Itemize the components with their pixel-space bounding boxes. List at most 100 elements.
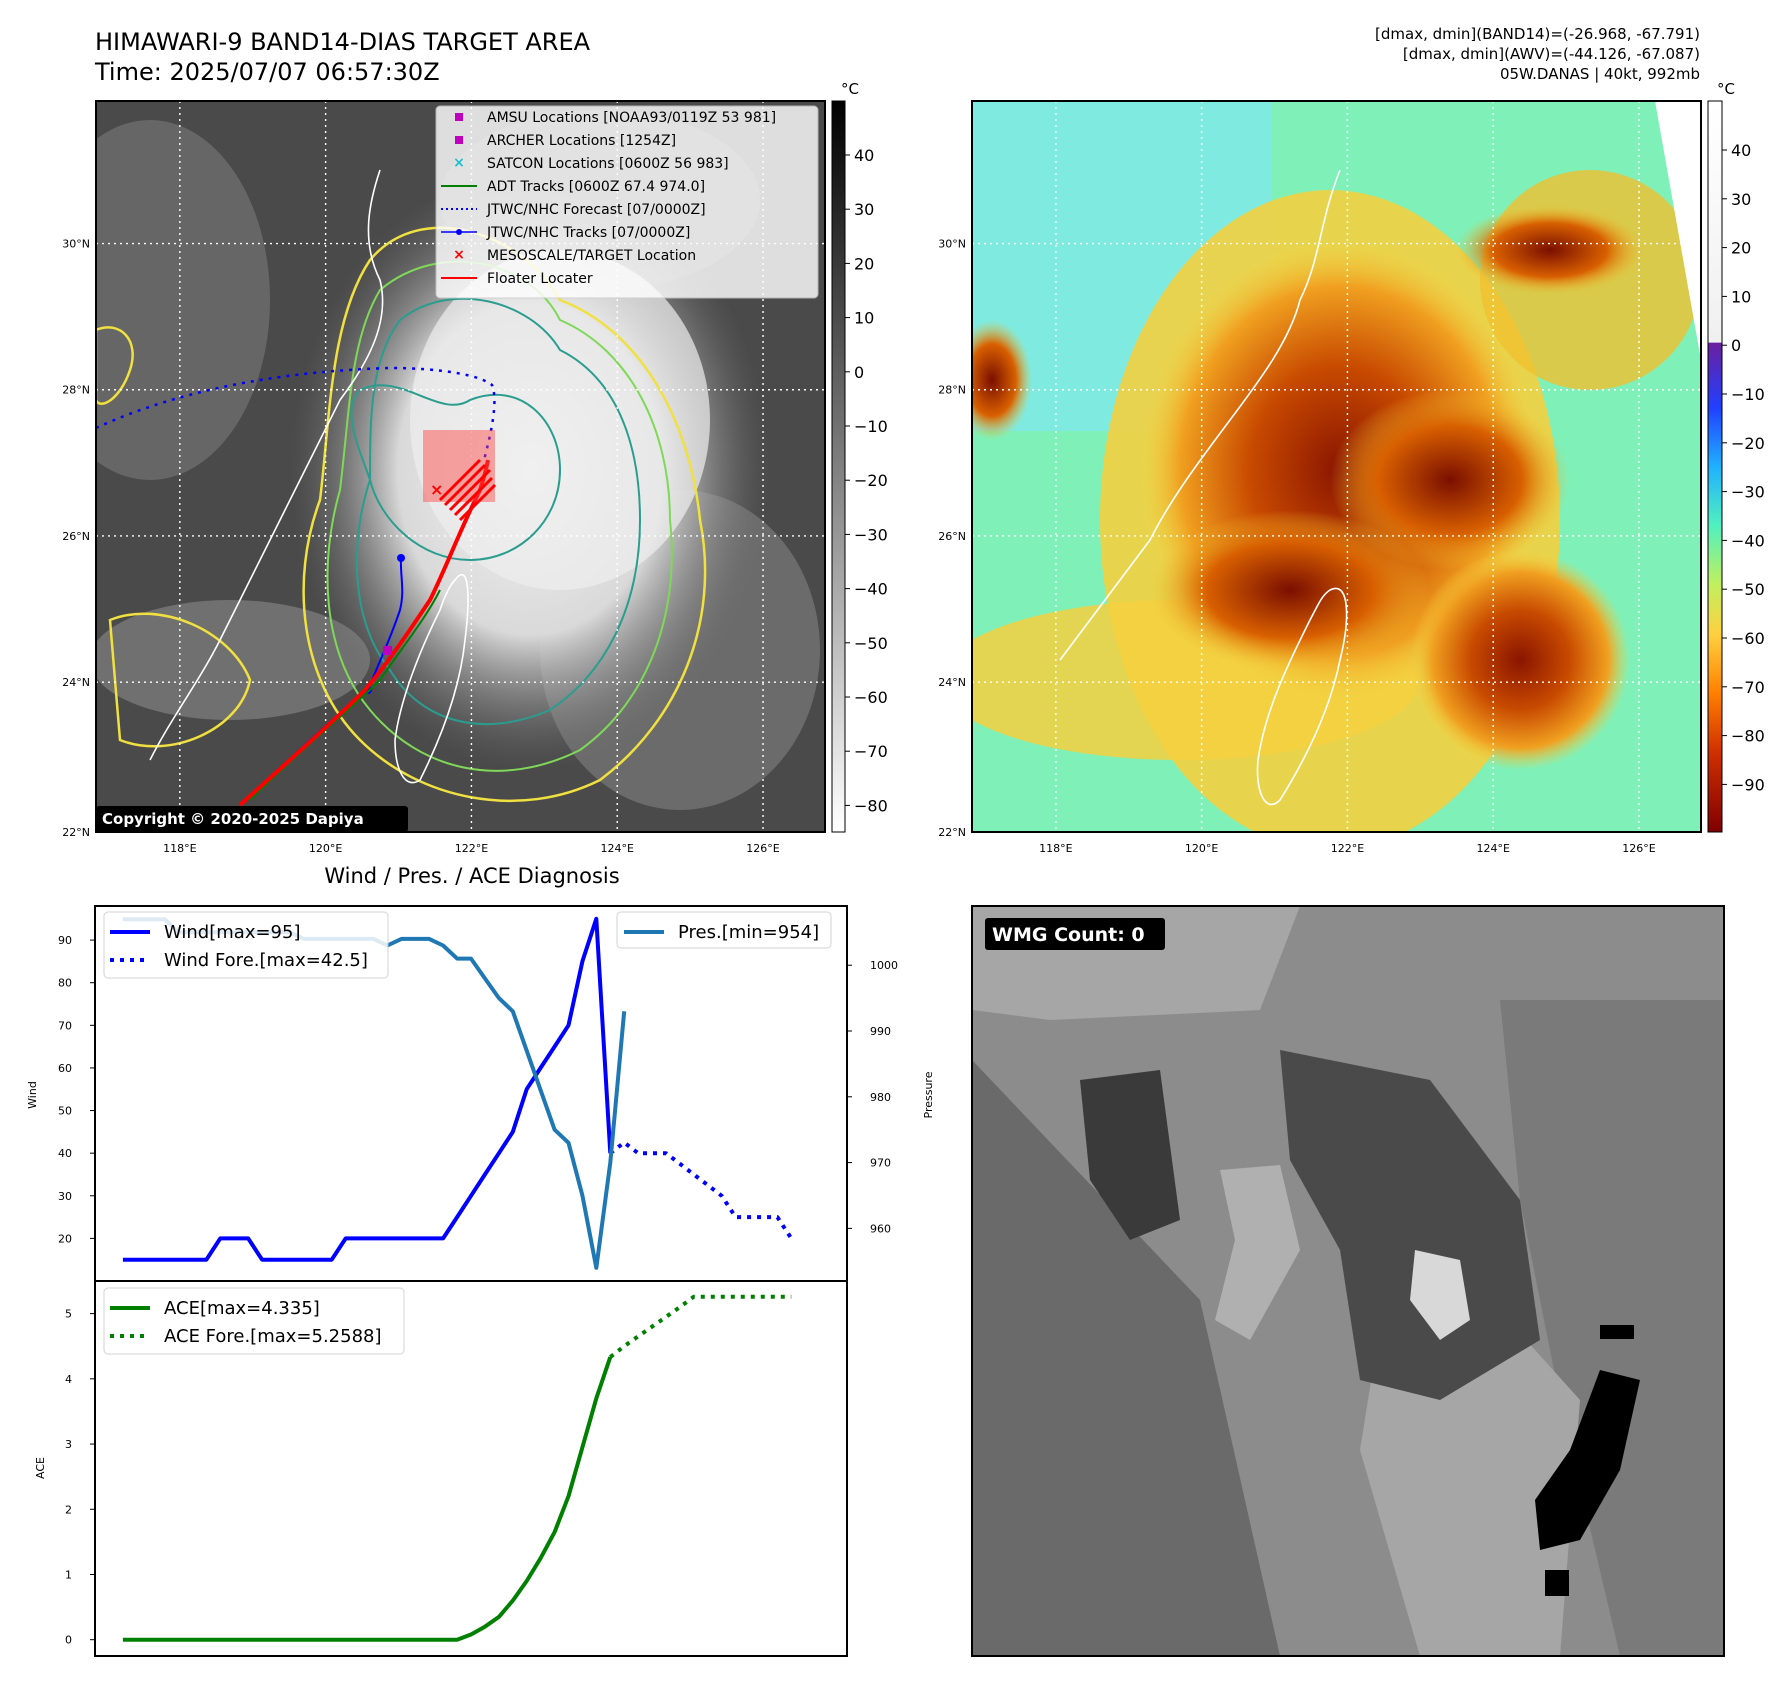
ir-contour-yellow (302, 226, 707, 803)
y-tick-label: 90 (58, 934, 72, 947)
y-tick-label: 5 (65, 1308, 72, 1321)
ir-satellite-map: × 30°N 28°N 26°N 24°N 22°N 118°E 120°E 122°E 12… (62, 80, 888, 855)
ir-cb-ticks-label: 20 (854, 254, 874, 273)
target-location-x: × (430, 480, 443, 499)
legend-label: Wind[max=95] (164, 922, 301, 943)
ir-cb-ticks-label: −40 (854, 580, 888, 599)
ir-cb-ticks-label: −60 (854, 688, 888, 707)
y-tick-label: 30 (58, 1190, 72, 1203)
ir-cb-ticks-label: 0 (854, 363, 864, 382)
ir-coastline (149, 169, 384, 761)
awv-cb-ticks-label: 40 (1731, 141, 1751, 160)
awv-cb-ticks-label: −50 (1731, 580, 1765, 599)
y-tick-label: 60 (58, 1062, 72, 1075)
legend-marker-dot (456, 229, 462, 235)
legend-box (435, 105, 819, 299)
ir-lat-label: 26°N (62, 530, 90, 543)
ir-contour-yellow (108, 612, 252, 748)
awv-lon-label: 118°E (1039, 842, 1072, 855)
ir-lat-label: 24°N (62, 676, 90, 689)
ir-lon-label: 122°E (455, 842, 488, 855)
awv-lon-label: 120°E (1185, 842, 1218, 855)
ir-cb-ticks-label: −30 (854, 525, 888, 544)
y2-tick-label: 970 (870, 1157, 891, 1170)
ir-cb-ticks-label: 30 (854, 200, 874, 219)
pressure-axis-label: Pressure (922, 1071, 935, 1118)
ir-cb-ticks-label: −80 (854, 796, 888, 815)
legend-marker-square (455, 113, 463, 121)
series-line-1-1 (609, 1294, 792, 1359)
awv-warm-core (1330, 390, 1570, 570)
info-storm: 05W.DANAS | 40kt, 992mb (1500, 65, 1700, 83)
ir-cb-ticks-label: 10 (854, 309, 874, 328)
ir-taiwan-outline (394, 573, 469, 784)
legend-label: Pres.[min=954] (678, 922, 819, 943)
y-tick-label: 0 (65, 1634, 72, 1647)
y-tick-label: 3 (65, 1438, 72, 1451)
awv-cb-ticks-label: −80 (1731, 727, 1765, 746)
copyright-box (96, 806, 408, 832)
wmg-black-patch (1600, 1325, 1634, 1339)
y2-tick-label: 990 (870, 1025, 891, 1038)
awv-cb-ticks-label: −30 (1731, 483, 1765, 502)
ir-colorbar-unit: °C (841, 80, 859, 98)
y2-tick-label: 960 (870, 1222, 891, 1235)
wmg-count-box (985, 918, 1165, 950)
y-tick-label: 50 (58, 1105, 72, 1118)
y-tick-label: 40 (58, 1147, 72, 1160)
ir-map-frame (95, 100, 826, 833)
legend-entry-label: MESOSCALE/TARGET Location (487, 248, 696, 264)
ir-contour-green (326, 260, 673, 772)
awv-cb-ticks-label: 0 (1731, 336, 1741, 355)
wmg-black-band (1535, 1370, 1640, 1550)
info-band14-range: [dmax, dmin](BAND14)=(-26.968, -67.791) (1375, 25, 1700, 43)
awv-cb-ticks-label: −60 (1731, 629, 1765, 648)
awv-colorbar (1707, 100, 1723, 833)
ace-chart: ACE 5 4 3 2 1 0 ACE[max=4.335] ACE Fore.[max=5… (34, 1280, 848, 1657)
awv-cb-ticks-label: 10 (1731, 287, 1751, 306)
wmg-black-patch (1545, 1570, 1569, 1596)
awv-cb-ticks-label: −40 (1731, 531, 1765, 550)
legend-entry-label: ADT Tracks [0600Z 67.4 974.0] (487, 179, 705, 195)
y-tick-label: 20 (58, 1232, 72, 1245)
legend-marker-x: × (453, 155, 465, 171)
awv-lon-label: 126°E (1622, 842, 1655, 855)
wind-legend: Wind[max=95] Wind Fore.[max=42.5] (103, 911, 389, 979)
awv-lat-label: 28°N (938, 384, 966, 397)
ir-lon-label: 120°E (309, 842, 342, 855)
legend-entry-label: SATCON Locations [0600Z 56 983] (487, 156, 729, 172)
wmg-darker-region (1280, 1050, 1540, 1400)
jtwc-track-point (397, 554, 405, 562)
legend-entry-label: AMSU Locations [NOAA93/0119Z 53 981] (487, 110, 776, 126)
figure-time: Time: 2025/07/07 06:57:30Z (94, 58, 440, 86)
awv-taiwan-outline (1256, 587, 1348, 806)
wind-legend-box (103, 911, 389, 979)
legend-marker-x: × (453, 247, 465, 263)
awv-warm-core (1455, 205, 1645, 295)
awv-cb-ticks-label: −10 (1731, 385, 1765, 404)
wind-pressure-chart: Wind Pressure 90 80 70 60 50 40 30 20 1000 990 98… (26, 905, 935, 1282)
series-line-1-0 (122, 1356, 613, 1642)
wmg-bright-region (1410, 1250, 1470, 1340)
awv-cb-ticks-label: 20 (1731, 239, 1751, 258)
awv-cb-ticks-label: −70 (1731, 678, 1765, 697)
awv-warm-core (1410, 550, 1630, 770)
pressure-legend-box (616, 911, 832, 949)
wmg-frame (971, 905, 1725, 1657)
awv-lat-label: 22°N (938, 826, 966, 839)
ir-cb-ticks-label: −10 (854, 417, 888, 436)
target-cluster (438, 458, 497, 522)
ir-legend: AMSU Locations [NOAA93/0119Z 53 981] ARCH… (435, 105, 819, 299)
y-tick-label: 2 (65, 1503, 72, 1516)
legend-entry-label: ARCHER Locations [1254Z] (487, 133, 676, 149)
awv-no-data (1655, 101, 1701, 360)
pressure-legend: Pres.[min=954] (616, 911, 832, 949)
y2-tick-label: 1000 (870, 959, 898, 972)
series-line-0-0 (122, 916, 613, 1262)
ir-lon-label: 118°E (163, 842, 196, 855)
ace-legend: ACE[max=4.335] ACE Fore.[max=5.2588] (103, 1287, 405, 1355)
ir-contour-yellow (96, 326, 134, 405)
wmg-panel: WMG Count: 0 (971, 905, 1725, 1657)
y-tick-label: 4 (65, 1373, 72, 1386)
